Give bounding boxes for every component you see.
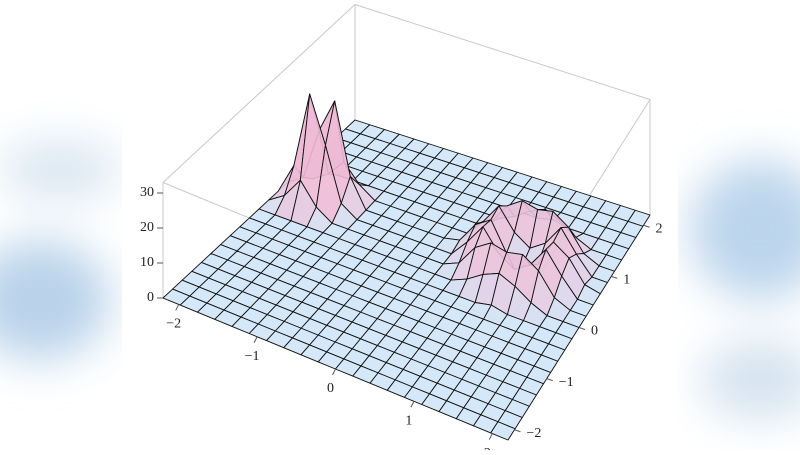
x-tick-label: 1 — [405, 413, 412, 428]
x-tick — [175, 304, 180, 311]
y-tick-label: 0 — [591, 324, 598, 339]
x-tick-label: 2 — [484, 446, 491, 450]
x-tick-label: −2 — [166, 317, 181, 332]
z-tick-label: 10 — [140, 255, 154, 270]
y-tick-label: −2 — [526, 426, 541, 441]
surface-patch — [490, 421, 516, 441]
x-tick-label: −1 — [245, 349, 260, 364]
box-edge — [354, 4, 651, 100]
box-edge — [162, 4, 356, 183]
x-tick — [488, 433, 493, 440]
x-tick — [253, 336, 258, 343]
y-tick — [578, 327, 586, 330]
y-tick — [546, 378, 553, 382]
y-tick-label: 1 — [623, 273, 630, 288]
x-tick-label: 0 — [327, 381, 334, 396]
y-tick — [643, 224, 650, 228]
z-tick-label: 20 — [140, 220, 154, 235]
background — [0, 140, 800, 420]
y-tick-label: −1 — [559, 375, 574, 390]
x-tick — [332, 368, 336, 376]
y-tick — [611, 275, 618, 279]
y-tick — [514, 429, 521, 433]
y-tick-label: 2 — [656, 221, 663, 236]
x-tick — [410, 401, 415, 408]
z-tick-label: 30 — [140, 185, 154, 200]
z-tick-label: 0 — [147, 290, 154, 305]
